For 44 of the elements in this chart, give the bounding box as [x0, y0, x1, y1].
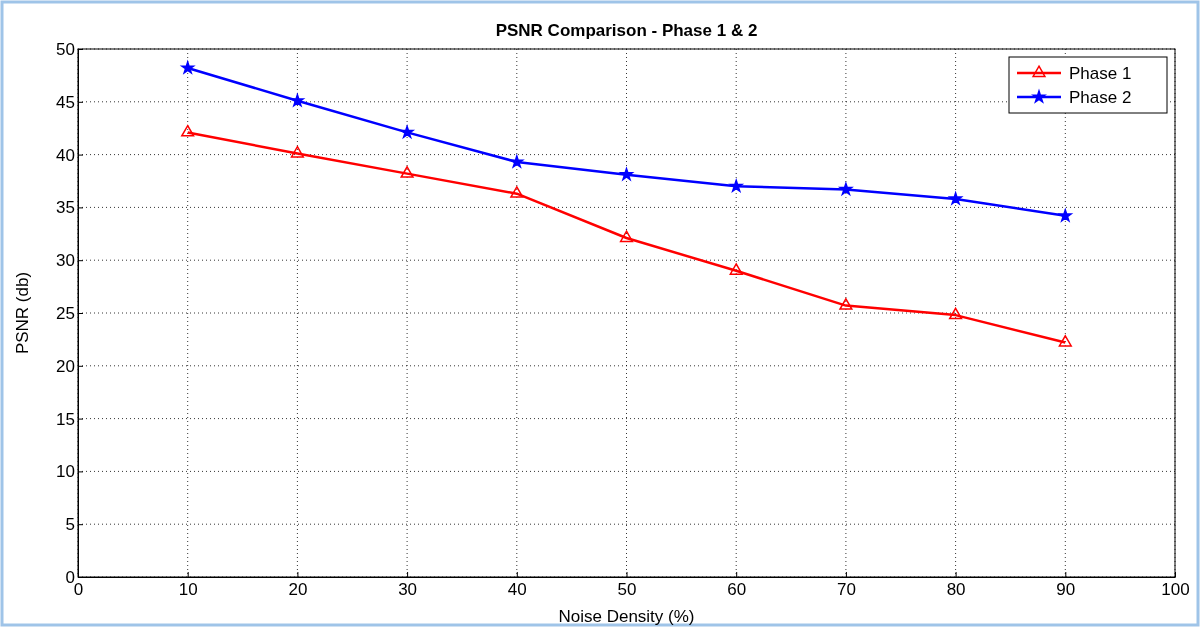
x-tick-label: 40 — [507, 580, 527, 600]
point — [839, 298, 853, 310]
chart-title: PSNR Comparison - Phase 1 & 2 — [495, 21, 758, 40]
y-tick-label: 25 — [56, 303, 75, 323]
point — [181, 124, 195, 137]
x-tick-label: 20 — [288, 580, 308, 600]
y-tick-label: 5 — [65, 515, 75, 535]
point — [839, 182, 853, 196]
point — [181, 61, 195, 74]
point — [290, 94, 304, 107]
point — [510, 155, 524, 168]
y-tick-label: 30 — [56, 251, 75, 271]
x-tick-label: 80 — [946, 580, 966, 600]
legend-label: Phase 2 — [1069, 87, 1132, 107]
y-tick-label: 40 — [56, 145, 75, 165]
x-tick-label: 30 — [398, 580, 418, 600]
point — [729, 179, 743, 192]
x-tick-label: 100 — [1161, 580, 1190, 600]
point — [400, 166, 414, 178]
point — [1058, 335, 1072, 347]
point — [948, 307, 963, 320]
point — [400, 125, 414, 138]
x-tick-label: 70 — [836, 580, 856, 600]
point — [290, 146, 305, 158]
y-tick-label: 20 — [56, 356, 75, 376]
y-tick-label: 50 — [56, 39, 75, 59]
point — [620, 167, 633, 181]
point — [729, 263, 743, 275]
point — [619, 230, 634, 243]
legend-label: Phase 1 — [1069, 63, 1132, 83]
y-axis-title: PSNR (db) — [13, 271, 32, 355]
point — [510, 186, 524, 198]
y-tick-label: 15 — [56, 409, 75, 429]
y-tick-label: 0 — [65, 567, 75, 587]
point — [1058, 209, 1072, 222]
x-tick-label: 90 — [1056, 580, 1076, 600]
point — [949, 192, 963, 205]
x-tick-label: 10 — [178, 580, 198, 600]
x-tick-label: 50 — [617, 580, 637, 600]
x-axis-title: Noise Density (%) — [558, 607, 695, 626]
x-tick-label: 60 — [727, 580, 747, 600]
y-tick-label: 35 — [56, 198, 75, 218]
y-tick-label: 45 — [56, 92, 75, 112]
y-tick-label: 10 — [56, 462, 75, 482]
